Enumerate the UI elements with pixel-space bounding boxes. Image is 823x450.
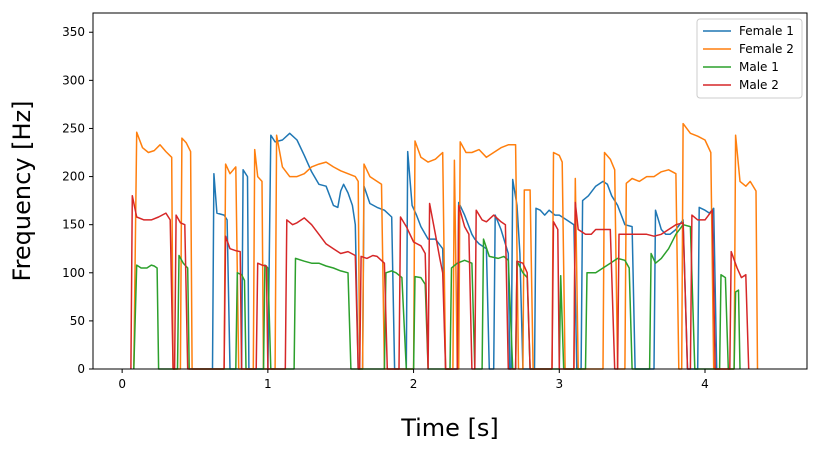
- legend-items: Female 1 Female 2 Male 1 Male 2: [703, 24, 794, 92]
- x-axis-title: Time [s]: [400, 414, 499, 442]
- x-tick-label: 1: [264, 377, 272, 391]
- y-tick-label: 250: [62, 121, 85, 135]
- series-line-4: [130, 195, 750, 370]
- series-line-1: [211, 132, 718, 370]
- legend-label-4: Male 2: [739, 78, 779, 92]
- plot-frame: [92, 12, 808, 370]
- y-tick-label: 0: [77, 362, 85, 376]
- legend-label-3: Male 1: [739, 60, 779, 74]
- y-axis: 0 50 100 150 200 250 300 350: [62, 25, 93, 376]
- series-layer: [130, 122, 759, 370]
- plot-area: [92, 12, 808, 370]
- y-axis-title: Frequency [Hz]: [8, 101, 36, 282]
- y-tick-label: 200: [62, 170, 85, 184]
- x-tick-label: 4: [701, 377, 709, 391]
- legend-label-1: Female 1: [739, 24, 794, 38]
- y-tick-label: 100: [62, 266, 85, 280]
- series-line-2: [133, 122, 759, 370]
- y-tick-label: 50: [70, 314, 85, 328]
- y-tick-label: 300: [62, 73, 85, 87]
- legend-label-2: Female 2: [739, 42, 794, 56]
- legend-box: [696, 18, 803, 99]
- x-axis: 0 1 2 3 4: [118, 369, 709, 391]
- legend: Female 1 Female 2 Male 1 Male 2: [696, 18, 803, 99]
- y-tick-label: 350: [62, 25, 85, 39]
- x-tick-label: 0: [118, 377, 126, 391]
- x-tick-label: 3: [555, 377, 563, 391]
- y-tick-label: 150: [62, 218, 85, 232]
- x-tick-label: 2: [410, 377, 418, 391]
